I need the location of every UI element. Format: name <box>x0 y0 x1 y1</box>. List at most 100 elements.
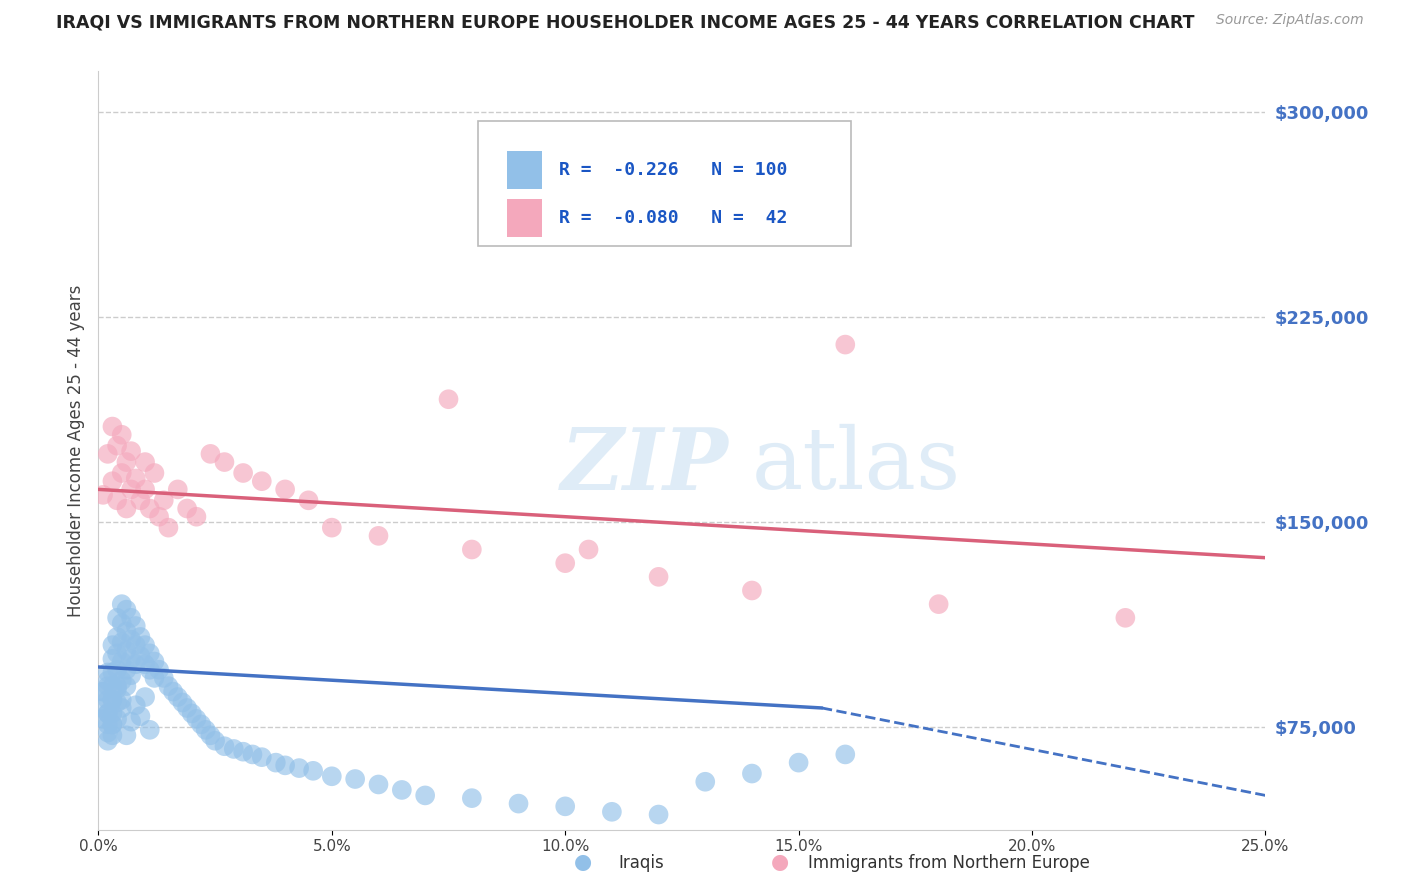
Point <box>105 630 128 644</box>
Text: ●: ● <box>575 853 592 872</box>
Point <box>101 474 124 488</box>
Point <box>204 733 226 747</box>
Point <box>554 799 576 814</box>
Point <box>97 733 120 747</box>
Point <box>105 663 128 677</box>
Point <box>125 471 148 485</box>
Text: Source: ZipAtlas.com: Source: ZipAtlas.com <box>1216 13 1364 28</box>
Point <box>176 701 198 715</box>
Text: ZIP: ZIP <box>561 424 728 508</box>
Point <box>600 805 623 819</box>
Point <box>111 655 134 669</box>
Point <box>91 488 114 502</box>
Point <box>97 706 120 721</box>
Point <box>115 663 138 677</box>
Point <box>115 455 138 469</box>
Point <box>91 701 114 715</box>
Point <box>101 638 124 652</box>
Point <box>134 638 156 652</box>
Point <box>148 509 170 524</box>
Point <box>461 542 484 557</box>
Point <box>834 747 856 762</box>
Point <box>97 673 120 688</box>
Point <box>101 728 124 742</box>
Point <box>105 611 128 625</box>
Point <box>190 717 212 731</box>
Point <box>111 616 134 631</box>
Point <box>578 542 600 557</box>
Point <box>274 483 297 497</box>
Point <box>111 427 134 442</box>
Point <box>139 723 162 737</box>
Point <box>200 447 222 461</box>
Text: R =  -0.226   N = 100: R = -0.226 N = 100 <box>560 161 787 179</box>
Point <box>143 655 166 669</box>
Point <box>120 714 142 729</box>
Point <box>105 646 128 660</box>
Point <box>176 501 198 516</box>
Point <box>120 632 142 647</box>
Text: Immigrants from Northern Europe: Immigrants from Northern Europe <box>808 855 1090 872</box>
Text: Iraqis: Iraqis <box>619 855 665 872</box>
Point <box>157 521 180 535</box>
Point <box>264 756 287 770</box>
Point <box>274 758 297 772</box>
Point <box>111 466 134 480</box>
Point <box>297 493 319 508</box>
Point <box>148 663 170 677</box>
Point <box>101 693 124 707</box>
Point <box>111 597 134 611</box>
Point <box>186 509 208 524</box>
Point <box>134 483 156 497</box>
Point <box>321 769 343 783</box>
Point <box>111 673 134 688</box>
Point <box>97 679 120 693</box>
Point <box>120 652 142 666</box>
Point <box>129 648 152 663</box>
Point <box>111 635 134 649</box>
Point <box>125 638 148 652</box>
Point <box>391 783 413 797</box>
Point <box>162 684 184 698</box>
Point <box>222 742 245 756</box>
Point <box>647 807 669 822</box>
Point <box>120 611 142 625</box>
Point <box>115 728 138 742</box>
Point <box>157 679 180 693</box>
Point <box>120 668 142 682</box>
Point <box>125 698 148 713</box>
Point <box>97 665 120 680</box>
Text: IRAQI VS IMMIGRANTS FROM NORTHERN EUROPE HOUSEHOLDER INCOME AGES 25 - 44 YEARS C: IRAQI VS IMMIGRANTS FROM NORTHERN EUROPE… <box>56 13 1195 31</box>
Point <box>344 772 367 786</box>
Text: ●: ● <box>772 853 789 872</box>
Point <box>413 789 436 803</box>
Point <box>111 693 134 707</box>
Point <box>139 663 162 677</box>
Point <box>115 501 138 516</box>
Point <box>143 466 166 480</box>
Point <box>120 483 142 497</box>
Text: R =  -0.080   N =  42: R = -0.080 N = 42 <box>560 210 787 227</box>
Point <box>695 774 717 789</box>
Point <box>508 797 530 811</box>
Point <box>139 646 162 660</box>
Point <box>115 679 138 693</box>
Point <box>134 657 156 672</box>
Point <box>97 447 120 461</box>
Point <box>129 493 152 508</box>
Point <box>120 444 142 458</box>
Point <box>105 712 128 726</box>
Point <box>101 693 124 707</box>
Point <box>166 483 188 497</box>
Point <box>242 747 264 762</box>
Point <box>367 777 389 791</box>
Point <box>125 619 148 633</box>
Point <box>647 570 669 584</box>
Point <box>180 706 202 721</box>
Point <box>437 392 460 407</box>
Point <box>530 201 553 215</box>
Point <box>97 693 120 707</box>
Point <box>101 679 124 693</box>
FancyBboxPatch shape <box>478 120 851 245</box>
Point <box>134 455 156 469</box>
